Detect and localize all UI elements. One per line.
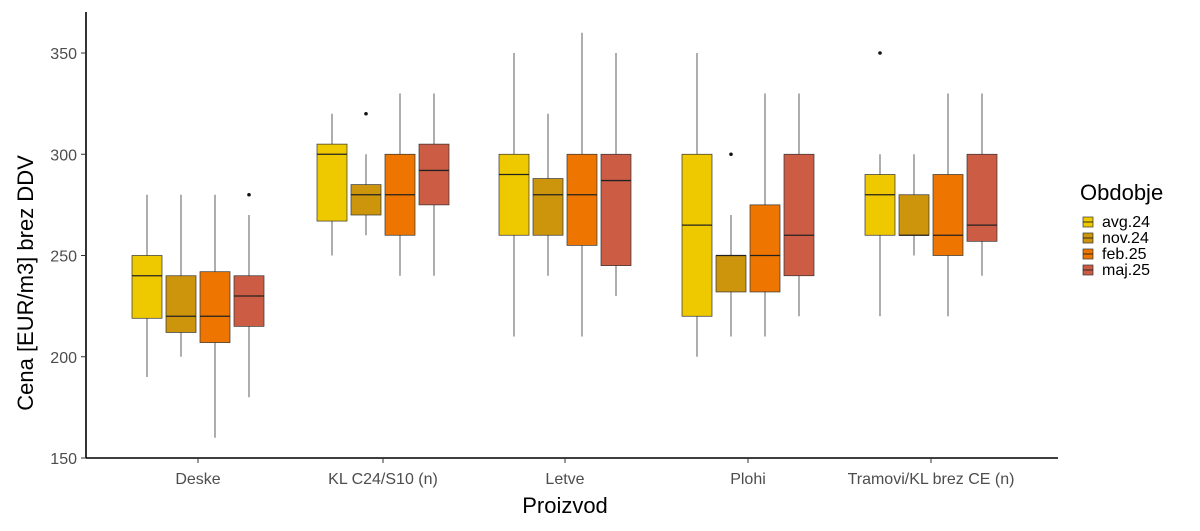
outlier-point xyxy=(364,111,368,116)
box-body xyxy=(131,255,163,319)
x-axis-title: Proizvod xyxy=(522,493,608,518)
box-body xyxy=(350,184,382,216)
category-group xyxy=(131,192,265,438)
legend-title: Obdobje xyxy=(1080,180,1163,205)
box-body xyxy=(864,174,896,236)
box-avg.24 xyxy=(681,53,713,357)
box-maj.25 xyxy=(966,93,998,276)
box-body xyxy=(566,153,598,246)
plot-area xyxy=(131,32,998,438)
box-feb.25 xyxy=(384,93,416,276)
category-group xyxy=(681,53,815,357)
outlier-point xyxy=(247,192,251,197)
box-nov.24 xyxy=(350,111,382,236)
x-tick-label: Plohi xyxy=(730,471,766,488)
box-maj.25 xyxy=(783,93,815,317)
axes: 150 200 250 300 350 Deske KL C24/S10 (n) Letve P… xyxy=(50,12,1058,488)
legend-label: avg.24 xyxy=(1102,214,1150,231)
box-avg.24 xyxy=(131,194,163,377)
box-feb.25 xyxy=(932,93,964,317)
y-tick-label: 150 xyxy=(50,451,77,468)
box-feb.25 xyxy=(566,32,598,337)
box-feb.25 xyxy=(199,194,231,438)
y-tick-label: 200 xyxy=(50,350,77,367)
x-tick-label: KL C24/S10 (n) xyxy=(328,471,438,488)
box-body xyxy=(316,143,348,222)
outlier-point xyxy=(729,152,733,157)
box-body xyxy=(932,174,964,256)
box-body xyxy=(418,143,450,206)
box-body xyxy=(715,255,747,293)
y-tick-label: 250 xyxy=(50,249,77,266)
legend-label: maj.25 xyxy=(1102,262,1150,279)
box-avg.24 xyxy=(316,113,348,256)
box-body xyxy=(498,153,530,236)
box-nov.24 xyxy=(898,154,930,256)
box-body xyxy=(681,153,713,317)
box-body xyxy=(532,178,564,236)
box-body xyxy=(233,275,265,327)
box-body xyxy=(600,153,632,266)
box-maj.25 xyxy=(233,192,265,398)
box-body xyxy=(966,153,998,242)
box-body xyxy=(783,153,815,277)
y-tick-label: 300 xyxy=(50,147,77,164)
box-nov.24 xyxy=(532,113,564,276)
box-feb.25 xyxy=(749,93,781,337)
box-body xyxy=(199,271,231,343)
box-avg.24 xyxy=(498,53,530,337)
box-body xyxy=(165,275,197,333)
x-tick-label: Tramovi/KL brez CE (n) xyxy=(848,471,1015,488)
y-tick-label: 350 xyxy=(50,46,77,63)
box-maj.25 xyxy=(418,93,450,276)
outlier-point xyxy=(878,51,882,55)
box-avg.24 xyxy=(864,51,896,317)
box-nov.24 xyxy=(715,152,747,337)
legend-label: feb.25 xyxy=(1102,246,1147,263)
y-axis-title: Cena [EUR/m3] brez DDV xyxy=(13,155,38,411)
x-tick-label: Letve xyxy=(545,471,584,488)
x-tick-label: Deske xyxy=(175,471,220,488)
box-nov.24 xyxy=(165,194,197,357)
category-group xyxy=(864,51,998,317)
legend-label: nov.24 xyxy=(1102,230,1149,247)
box-body xyxy=(749,204,781,293)
box-body xyxy=(898,194,930,236)
box-maj.25 xyxy=(600,53,632,296)
category-group xyxy=(316,93,450,276)
category-group xyxy=(498,32,632,337)
